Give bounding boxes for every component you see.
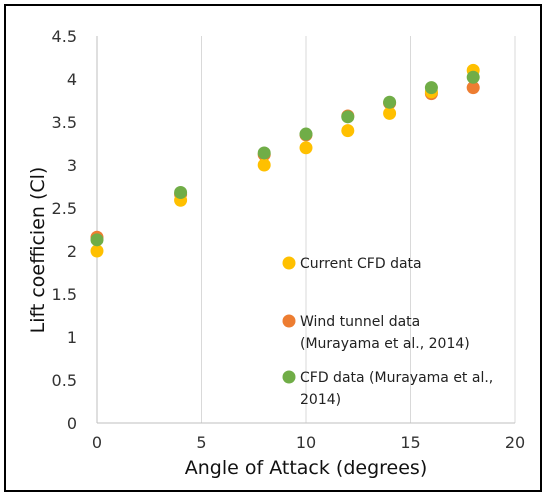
data-point [341,110,355,124]
data-point [299,127,313,141]
y-axis-title: Lift coefficien (Cl) [27,167,49,334]
grid-layer [201,36,516,423]
data-point [466,81,480,95]
axis-layer: 0 0.5 1 1.5 2 2.5 3 3.5 4 4.5 0 5 10 15 20 [52,27,526,452]
data-point [424,81,438,95]
data-point [174,186,188,200]
y-tick-label: 1.5 [52,285,77,304]
legend-label: (Murayama et al., 2014) [300,336,470,352]
y-tick-label: 3 [67,156,77,175]
x-tick-label: 0 [92,433,102,452]
data-point [90,233,104,247]
y-tick-label: 4 [67,70,77,89]
y-tick-label: 0.5 [52,371,77,390]
legend-label: CFD data (Murayama et al., [300,370,493,386]
legend: Current CFD data Wind tunnel data (Murayam… [282,256,493,408]
y-tick-label: 1 [67,328,77,347]
legend-label: Wind tunnel data [300,314,420,330]
data-point [257,146,271,160]
y-tick-label: 3.5 [52,113,77,132]
x-tick-label: 10 [296,433,316,452]
y-tick-label: 0 [67,414,77,433]
legend-marker [282,256,296,270]
x-tick-label: 20 [505,433,525,452]
x-tick-label: 15 [400,433,420,452]
data-point [341,124,355,138]
point-layer [90,63,480,258]
x-tick-label: 5 [196,433,206,452]
data-point [257,158,271,172]
legend-marker [282,370,296,384]
data-point [466,70,480,84]
y-tick-label: 4.5 [52,27,77,46]
data-point [90,244,104,258]
legend-label: 2014) [300,392,341,408]
data-point [383,95,397,109]
y-tick-label: 2 [67,242,77,261]
y-tick-label: 2.5 [52,199,77,218]
data-point [383,106,397,120]
data-point [299,141,313,155]
legend-label: Current CFD data [300,256,422,272]
legend-marker [282,314,296,328]
x-axis-title: Angle of Attack (degrees) [185,457,427,479]
